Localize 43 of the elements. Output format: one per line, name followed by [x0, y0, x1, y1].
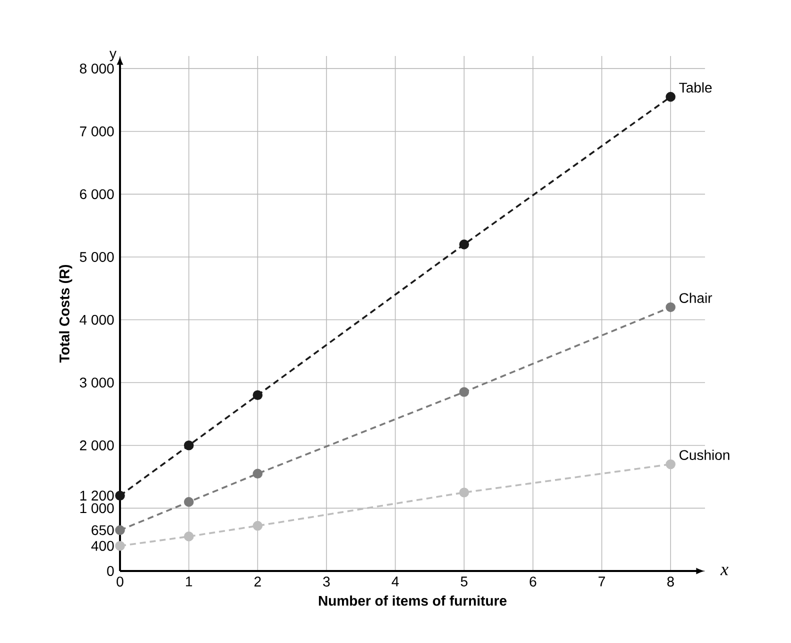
point: [666, 92, 676, 102]
text: y: [110, 50, 116, 62]
series-label: Cushion: [680, 450, 730, 460]
x-tick-label: 7: [598, 576, 605, 586]
series-label: Chair: [680, 292, 712, 303]
y-tick-label: 1 000: [80, 503, 114, 514]
x-axis-title: Number of items of furniture: [318, 595, 507, 606]
x-tick-label: 1: [186, 576, 192, 586]
y-tick-label: 1 200: [80, 490, 114, 501]
point: [459, 240, 470, 250]
point: [459, 387, 470, 397]
y-tick-label: 5 000: [80, 252, 114, 262]
x-tick-label: 5: [460, 576, 468, 586]
y-tick-label: 8 000: [80, 64, 114, 74]
point: [666, 459, 676, 470]
point: [184, 532, 194, 542]
point: [459, 488, 470, 498]
point: [184, 497, 194, 507]
text: x: [720, 566, 728, 576]
x-tick-label: 8: [667, 576, 674, 587]
x-tick-label: 2: [254, 576, 261, 586]
point: [252, 390, 263, 400]
y-tick-label: 4 000: [80, 314, 114, 325]
y-tick-label: 7 000: [80, 126, 114, 136]
y-axis-title: Total Costs (R): [59, 264, 72, 363]
y-tick-label: 2 000: [80, 440, 114, 450]
point: [252, 520, 263, 531]
y-tick-label: 6 000: [80, 189, 114, 200]
x-tick-label: 0: [116, 576, 124, 587]
point: [115, 540, 125, 551]
point: [666, 302, 676, 312]
point: [184, 440, 194, 450]
point: [252, 468, 263, 479]
x-tick-label: 3: [323, 576, 330, 587]
point: [115, 525, 125, 536]
y-tick-label: 400: [91, 540, 114, 551]
point: [115, 490, 125, 501]
series-label: Table: [679, 82, 712, 93]
y-tick-label: 650: [92, 525, 114, 536]
y-tick-label: 3 000: [80, 378, 114, 388]
y-tick-label: 0: [107, 566, 114, 576]
x-tick-label: 6: [530, 576, 536, 587]
x-tick-label: 4: [392, 576, 399, 586]
